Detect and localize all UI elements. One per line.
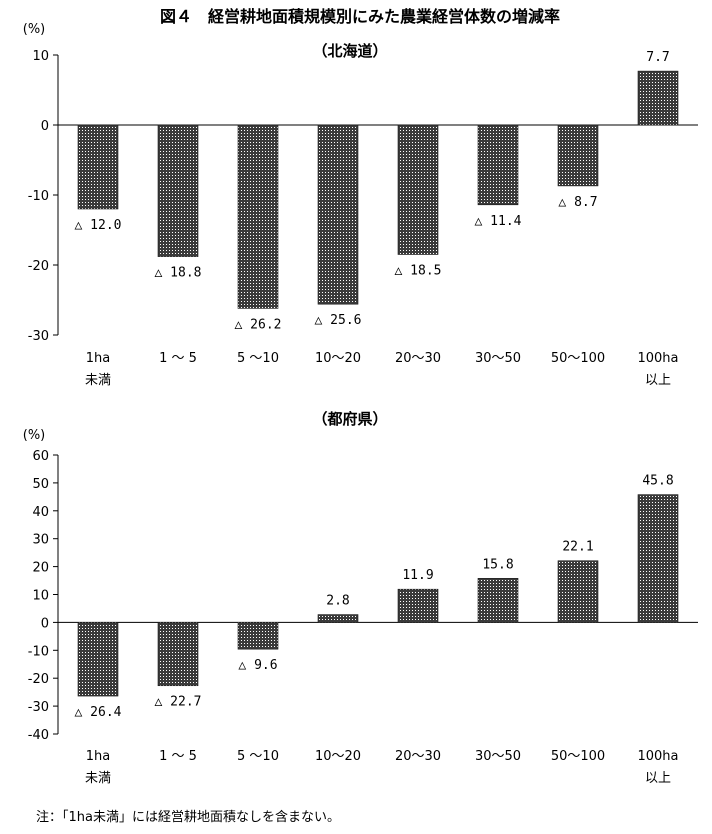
category-label: 未満 — [85, 771, 111, 786]
chart-title: （北海道） — [312, 42, 387, 60]
data-label: △ 26.2 — [235, 317, 282, 332]
bar — [477, 124, 519, 206]
data-label: 22.1 — [562, 540, 593, 555]
chart-hokkaido: （北海道） (%) 10 0 -10 -20 -30 △ 12.0 1ha 未満 △ 18.8 1 … — [23, 22, 698, 388]
data-label: 7.7 — [646, 50, 669, 65]
bar — [237, 124, 279, 309]
data-label: △ 9.6 — [238, 658, 277, 673]
y-unit-label: (%) — [23, 22, 46, 37]
y-tick-label: -10 — [28, 644, 49, 659]
data-label: 15.8 — [482, 557, 513, 572]
y-tick-label: -30 — [28, 329, 49, 344]
category-label: 10～20 — [315, 351, 361, 366]
chart-title: （都府県） — [312, 410, 387, 428]
bar — [637, 70, 679, 126]
category-label: 1ha — [86, 351, 110, 366]
category-label: 以上 — [645, 771, 671, 786]
category-label: 未満 — [85, 373, 111, 388]
category-label: 50～100 — [551, 351, 605, 366]
data-label: △ 22.7 — [155, 695, 202, 710]
data-label: △ 18.5 — [395, 264, 442, 279]
y-tick-label: 0 — [41, 119, 49, 134]
bar — [397, 124, 439, 255]
y-tick-label: 20 — [32, 561, 49, 576]
category-label: 10～20 — [315, 749, 361, 764]
footnote: 注：「1ha未満」には経営耕地面積なしを含まない。 — [36, 809, 340, 825]
y-tick-label: 10 — [32, 589, 49, 604]
y-tick-label: 10 — [32, 49, 49, 64]
bar — [77, 124, 119, 210]
bar — [157, 622, 199, 687]
bar — [77, 622, 119, 697]
y-tick-label: -20 — [28, 259, 49, 274]
y-tick-label: 50 — [32, 477, 49, 492]
data-label: △ 11.4 — [475, 214, 522, 229]
data-label: 11.9 — [402, 568, 433, 583]
category-label: 5 ～10 — [237, 351, 279, 366]
category-label: 100ha — [637, 749, 678, 764]
data-label: △ 25.6 — [315, 313, 362, 328]
bar — [317, 124, 359, 305]
category-label: 30～50 — [475, 749, 521, 764]
data-label: △ 26.4 — [75, 705, 122, 720]
bar — [317, 614, 359, 623]
category-label: 20～30 — [395, 351, 441, 366]
y-tick-label: 60 — [32, 449, 49, 464]
y-tick-label: 30 — [32, 533, 49, 548]
bar — [477, 578, 519, 623]
chart-tofuken: （都府県） (%) 60 50 40 30 20 10 0 -10 -20 -30 -40 △ 26.4… — [23, 410, 698, 786]
y-tick-label: 0 — [41, 616, 49, 631]
y-tick-label: -10 — [28, 189, 49, 204]
category-label: 20～30 — [395, 749, 441, 764]
data-label: △ 8.7 — [558, 195, 597, 210]
category-label: 5 ～10 — [237, 749, 279, 764]
category-label: 100ha — [637, 351, 678, 366]
bar — [237, 622, 279, 650]
data-label: △ 18.8 — [155, 266, 202, 281]
y-unit-label: (%) — [23, 428, 46, 443]
y-tick-label: -30 — [28, 700, 49, 715]
category-label: 1 ～ 5 — [159, 749, 197, 764]
data-label: 2.8 — [326, 594, 349, 609]
category-label: 以上 — [645, 373, 671, 388]
data-label: 45.8 — [642, 474, 673, 489]
bar — [157, 124, 199, 257]
data-label: △ 12.0 — [75, 218, 122, 233]
category-label: 50～100 — [551, 749, 605, 764]
figure-title: 図４ 経営耕地面積規模別にみた農業経営体数の増減率 — [160, 7, 560, 26]
bar — [557, 124, 599, 187]
y-tick-label: -20 — [28, 672, 49, 687]
category-label: 1ha — [86, 749, 110, 764]
bar — [637, 494, 679, 623]
y-tick-label: -40 — [28, 728, 49, 743]
y-tick-label: 40 — [32, 505, 49, 520]
bar — [557, 560, 599, 623]
category-label: 30～50 — [475, 351, 521, 366]
category-label: 1 ～ 5 — [159, 351, 197, 366]
bar — [397, 588, 439, 623]
